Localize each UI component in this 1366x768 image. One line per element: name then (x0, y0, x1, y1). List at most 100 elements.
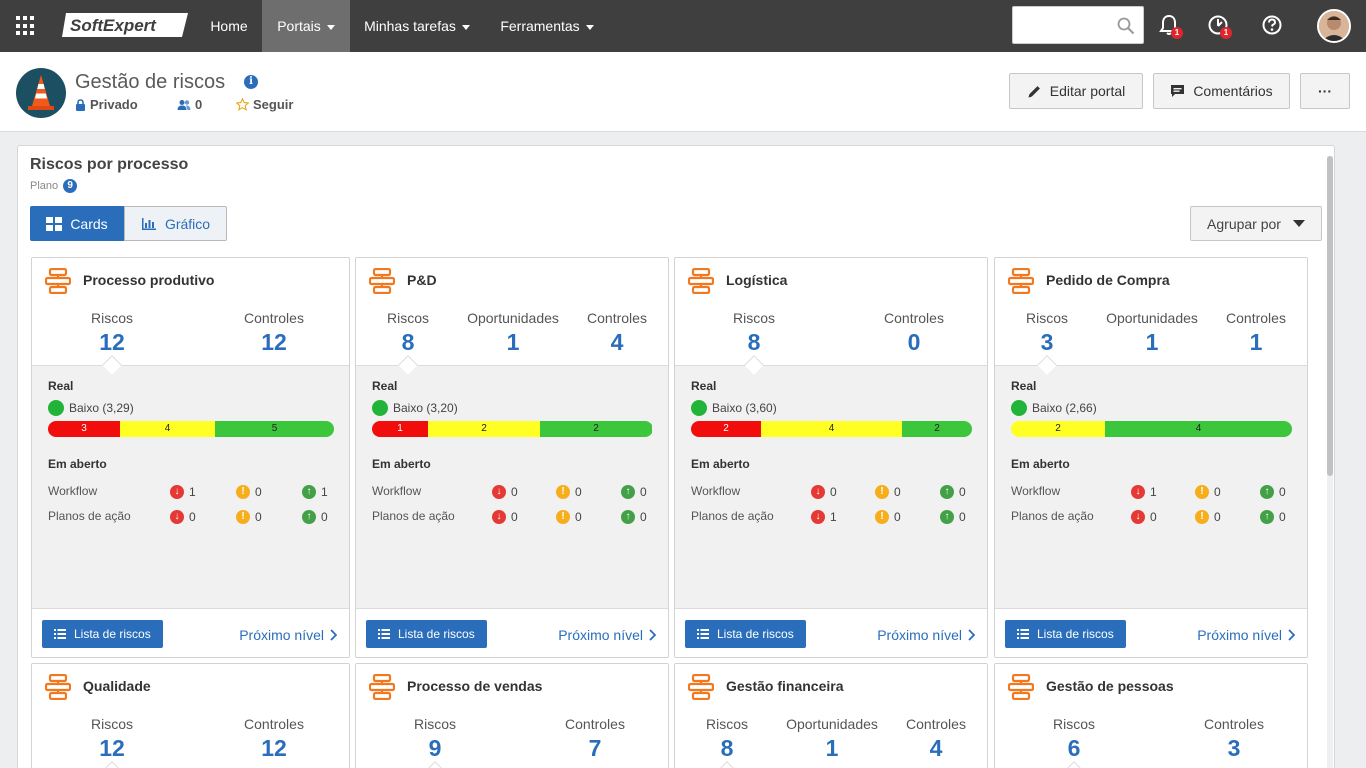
action-plans-indicator[interactable]: ↓ 0 (492, 510, 518, 524)
notifications-button[interactable]: 1 (1158, 14, 1183, 39)
help-button[interactable] (1261, 14, 1285, 38)
search-icon[interactable] (1117, 17, 1135, 35)
stat-controles[interactable]: Controles 4 (876, 716, 987, 762)
action-plans-indicator[interactable]: ! 0 (875, 510, 901, 524)
stat-controles[interactable]: Controles 12 (214, 716, 334, 762)
process-card[interactable]: P&D Riscos 8 Oportunidades 1 Controles 4 Real Ba… (355, 257, 669, 658)
action-plans-indicator[interactable]: ↑ 0 (302, 510, 328, 524)
bar-segment-green[interactable]: 5 (215, 421, 334, 437)
info-icon[interactable]: i (244, 75, 258, 89)
action-plans-indicator[interactable]: ↑ 0 (1260, 510, 1286, 524)
card-title[interactable]: Gestão financeira (726, 678, 844, 694)
stat-oportunidades[interactable]: Oportunidades 1 (453, 310, 573, 356)
search-box[interactable] (1012, 6, 1144, 44)
card-title[interactable]: Gestão de pessoas (1046, 678, 1174, 694)
workflow-indicator[interactable]: ↑ 0 (940, 485, 966, 499)
nav-minhas-tarefas[interactable]: Minhas tarefas (352, 0, 482, 52)
next-level-link[interactable]: Próximo nível (239, 627, 337, 643)
action-plans-indicator[interactable]: ! 0 (1195, 510, 1221, 524)
process-card[interactable]: Qualidade Riscos 12 Controles 12 (31, 663, 350, 768)
bar-segment-yellow[interactable]: 4 (761, 421, 902, 437)
view-cards-button[interactable]: Cards (30, 206, 124, 241)
workflow-indicator[interactable]: ↓ 0 (811, 485, 837, 499)
stat-oportunidades[interactable]: Oportunidades 1 (1092, 310, 1212, 356)
nav-home[interactable]: Home (210, 18, 248, 34)
stat-riscos[interactable]: Riscos 12 (52, 716, 172, 762)
workflow-indicator[interactable]: ↓ 1 (1131, 485, 1157, 499)
nav-portais[interactable]: Portais (262, 0, 350, 52)
comments-button[interactable]: Comentários (1153, 73, 1290, 109)
next-level-link[interactable]: Próximo nível (877, 627, 975, 643)
process-card[interactable]: Gestão financeira Riscos 8 Oportunidades 1 Co… (674, 663, 988, 768)
apps-grid-icon[interactable] (16, 16, 36, 36)
risk-list-button[interactable]: Lista de riscos (42, 620, 163, 648)
card-title[interactable]: P&D (407, 272, 437, 288)
members-count[interactable]: 0 (177, 97, 202, 112)
stat-controles[interactable]: Controles 0 (854, 310, 974, 356)
bar-segment-red[interactable]: 1 (372, 421, 428, 437)
more-options-button[interactable]: ··· (1300, 73, 1350, 109)
workflow-indicator[interactable]: ↓ 0 (492, 485, 518, 499)
view-chart-button[interactable]: Gráfico (124, 206, 227, 241)
workflow-indicator[interactable]: ↑ 0 (621, 485, 647, 499)
action-plans-indicator[interactable]: ↓ 1 (811, 510, 837, 524)
edit-portal-button[interactable]: Editar portal (1009, 73, 1143, 109)
action-plans-indicator[interactable]: ↑ 0 (621, 510, 647, 524)
workflow-indicator[interactable]: ! 0 (1195, 485, 1221, 499)
bar-segment-yellow[interactable]: 4 (120, 421, 215, 437)
bar-segment-green[interactable]: 2 (540, 421, 652, 437)
workflow-indicator[interactable]: ↑ 1 (302, 485, 328, 499)
process-card[interactable]: Processo de vendas Riscos 9 Controles 7 (355, 663, 669, 768)
action-plans-indicator[interactable]: ↑ 0 (940, 510, 966, 524)
stat-controles[interactable]: Controles 7 (535, 716, 655, 762)
stat-riscos[interactable]: Riscos 6 (1014, 716, 1134, 762)
stat-riscos[interactable]: Riscos 9 (375, 716, 495, 762)
stat-riscos[interactable]: Riscos 12 (52, 310, 172, 356)
risk-list-button[interactable]: Lista de riscos (1005, 620, 1126, 648)
bar-segment-green[interactable]: 4 (1105, 421, 1292, 437)
bar-segment-yellow[interactable]: 2 (1011, 421, 1105, 437)
stat-riscos[interactable]: Riscos 8 (356, 310, 468, 356)
bar-segment-red[interactable]: 2 (691, 421, 761, 437)
process-card[interactable]: Processo produtivo Riscos 12 Controles 12 Rea… (31, 257, 350, 658)
action-plans-indicator[interactable]: ! 0 (236, 510, 262, 524)
next-level-link[interactable]: Próximo nível (558, 627, 656, 643)
bar-segment-green[interactable]: 2 (902, 421, 972, 437)
nav-ferramentas[interactable]: Ferramentas (486, 0, 608, 52)
user-avatar[interactable] (1317, 9, 1351, 43)
action-plans-indicator[interactable]: ↓ 0 (170, 510, 196, 524)
alerts-button[interactable]: 1 (1207, 14, 1232, 39)
risk-list-button[interactable]: Lista de riscos (685, 620, 806, 648)
process-card[interactable]: Logística Riscos 8 Controles 0 Real Baixo (3,6… (674, 257, 988, 658)
stat-riscos[interactable]: Riscos 8 (675, 716, 787, 762)
search-input[interactable] (1019, 8, 1115, 42)
workflow-indicator[interactable]: ↑ 0 (1260, 485, 1286, 499)
card-title[interactable]: Processo produtivo (83, 272, 215, 288)
workflow-indicator[interactable]: ! 0 (556, 485, 582, 499)
softexpert-logo[interactable]: SoftExpert (62, 11, 190, 39)
workflow-indicator[interactable]: ↓ 1 (170, 485, 196, 499)
next-level-link[interactable]: Próximo nível (1197, 627, 1295, 643)
action-plans-indicator[interactable]: ! 0 (556, 510, 582, 524)
card-title[interactable]: Processo de vendas (407, 678, 543, 694)
follow-link[interactable]: Seguir (236, 97, 293, 112)
bar-segment-red[interactable]: 3 (48, 421, 120, 437)
process-card[interactable]: Pedido de Compra Riscos 3 Oportunidades 1 Con… (994, 257, 1308, 658)
risk-list-button[interactable]: Lista de riscos (366, 620, 487, 648)
scrollbar-thumb[interactable] (1327, 156, 1333, 476)
card-title[interactable]: Pedido de Compra (1046, 272, 1170, 288)
process-card[interactable]: Gestão de pessoas Riscos 6 Controles 3 (994, 663, 1308, 768)
workflow-indicator[interactable]: ! 0 (875, 485, 901, 499)
vertical-scrollbar[interactable] (1327, 156, 1333, 768)
workflow-indicator[interactable]: ! 0 (236, 485, 262, 499)
action-plans-indicator[interactable]: ↓ 0 (1131, 510, 1157, 524)
stat-controles[interactable]: Controles 12 (214, 310, 334, 356)
card-title[interactable]: Qualidade (83, 678, 151, 694)
stat-oportunidades[interactable]: Oportunidades 1 (772, 716, 892, 762)
bar-segment-yellow[interactable]: 2 (428, 421, 540, 437)
stat-riscos[interactable]: Riscos 8 (694, 310, 814, 356)
